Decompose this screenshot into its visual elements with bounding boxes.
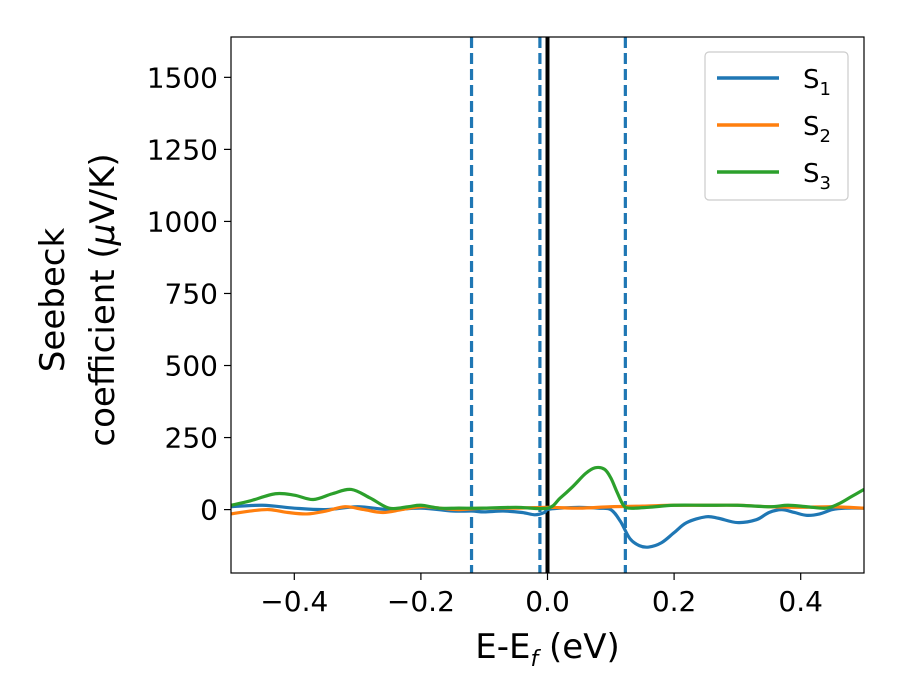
legend: S1 S2 S3 <box>704 51 849 201</box>
x-tick-label: 0.0 <box>525 585 570 618</box>
x-tick-label: 0.4 <box>778 585 823 618</box>
y-axis-label-line2: coefficient (μV/K) <box>83 153 123 446</box>
y-tick-label: 1000 <box>147 205 218 238</box>
x-axis-ticks: −0.4 −0.2 0.0 0.2 0.4 <box>260 573 823 618</box>
y-tick-label: 1500 <box>147 61 218 94</box>
series-layer <box>231 465 864 549</box>
x-axis-label: E-Ef (eV) <box>475 627 620 672</box>
vertical-lines-layer <box>469 37 627 573</box>
y-axis-label-line1: Seebeck <box>33 228 73 373</box>
legend-label-s3: S3 <box>803 159 831 194</box>
series-line-s3 <box>231 465 864 511</box>
y-tick-label: 1250 <box>147 133 218 166</box>
y-tick-label: 0 <box>200 494 218 527</box>
legend-label-s1: S1 <box>803 65 831 100</box>
x-tick-label: −0.4 <box>260 585 328 618</box>
y-axis-ticks: 0 250 500 750 1000 1250 1500 <box>147 61 231 527</box>
x-tick-label: 0.2 <box>652 585 697 618</box>
y-tick-label: 500 <box>165 350 218 383</box>
y-tick-label: 250 <box>165 422 218 455</box>
legend-label-s2: S2 <box>803 112 831 147</box>
y-tick-label: 750 <box>165 277 218 310</box>
x-tick-label: −0.2 <box>387 585 455 618</box>
